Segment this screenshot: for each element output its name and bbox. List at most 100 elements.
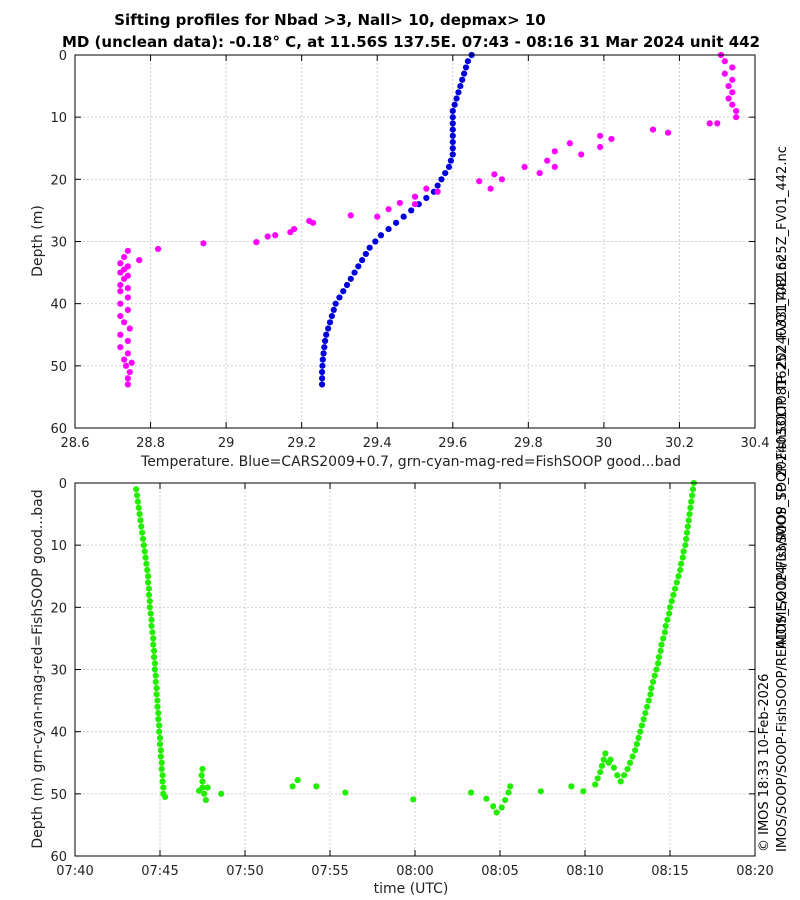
time-depth-green-point bbox=[198, 772, 205, 779]
temperature-magenta-point bbox=[122, 362, 130, 369]
temperature-blue-point bbox=[455, 89, 462, 96]
time-depth-green-point bbox=[621, 772, 628, 779]
temperature-blue-point bbox=[438, 176, 445, 183]
temperature-magenta-point bbox=[124, 306, 131, 313]
temperature-points bbox=[117, 51, 740, 388]
time-depth-green-point bbox=[156, 741, 164, 748]
temperature-magenta-point bbox=[706, 120, 713, 127]
temperature-blue-point bbox=[351, 269, 358, 276]
time-depth-green-point bbox=[154, 697, 161, 704]
temperature-y-tick-label: 20 bbox=[50, 173, 67, 188]
time-depth-green-point bbox=[313, 783, 320, 790]
temperature-blue-point bbox=[459, 76, 466, 83]
temperature-panel: 28.6 28.8 29 29.2 29.4 29.6 29.8 30 30.2 30.4 0 10… bbox=[30, 49, 769, 470]
temperature-magenta-point bbox=[124, 381, 131, 388]
temperature-blue-point bbox=[347, 275, 354, 282]
chart-title-line2: MD (unclean data): -0.18° C, at 11.56S 1… bbox=[62, 33, 760, 51]
time-depth-green-point bbox=[689, 492, 696, 499]
temperature-magenta-point bbox=[374, 213, 381, 220]
time-depth-green-point bbox=[666, 610, 673, 617]
time-depth-green-point bbox=[137, 517, 144, 524]
time-depth-green-point bbox=[597, 768, 604, 776]
temperature-magenta-point bbox=[117, 313, 124, 320]
temperature-magenta-point bbox=[124, 337, 131, 345]
time-depth-green-point bbox=[600, 756, 607, 763]
temperature-blue-point bbox=[442, 170, 449, 177]
temperature-magenta-point bbox=[729, 89, 736, 96]
temperature-series-magenta bbox=[117, 51, 740, 388]
time-depth-green-point bbox=[626, 759, 634, 766]
file-path-label: IMOS/SOOP/SOOP-FishSOOP/REALTIME/2024/03… bbox=[775, 146, 790, 852]
temperature-blue-point bbox=[453, 95, 460, 102]
temperature-x-tick-label: 30 bbox=[596, 436, 613, 451]
time-depth-green-point bbox=[148, 622, 155, 630]
time-depth-green-point bbox=[162, 793, 169, 801]
time-depth-x-ticks: 07:40 07:45 07:50 07:55 08:00 08:05 08:10 08:15… bbox=[56, 483, 774, 879]
time-depth-green-point bbox=[144, 566, 151, 574]
time-depth-green-point bbox=[410, 796, 417, 803]
temperature-blue-point bbox=[449, 107, 456, 115]
time-depth-series-green bbox=[133, 479, 697, 816]
time-depth-green-point bbox=[617, 778, 624, 785]
time-depth-green-point bbox=[655, 660, 662, 667]
temperature-blue-point bbox=[326, 319, 334, 326]
temperature-blue-point bbox=[464, 58, 471, 65]
temperature-magenta-point bbox=[423, 185, 430, 192]
time-depth-green-point bbox=[490, 803, 497, 810]
temperature-blue-point bbox=[343, 281, 351, 289]
time-depth-green-point bbox=[157, 747, 164, 754]
time-depth-green-point bbox=[684, 523, 691, 530]
temperature-magenta-point bbox=[121, 253, 128, 261]
file-name-label: IMOS_SOOP-FishSOOP_TP_20240331T081625Z_F… bbox=[775, 255, 790, 649]
temperature-blue-point bbox=[434, 182, 441, 189]
temperature-blue-point bbox=[445, 163, 453, 170]
time-depth-green-point bbox=[134, 498, 141, 505]
temperature-blue-point bbox=[332, 300, 339, 307]
temperature-magenta-point bbox=[551, 163, 558, 170]
time-depth-green-point bbox=[637, 728, 644, 735]
time-depth-green-point bbox=[150, 653, 158, 661]
temperature-magenta-point bbox=[396, 199, 403, 207]
time-depth-green-point bbox=[158, 759, 165, 766]
temperature-magenta-point bbox=[124, 294, 131, 301]
temperature-blue-point bbox=[449, 132, 456, 139]
time-depth-green-point bbox=[649, 678, 657, 686]
temperature-x-axis-label: Temperature. Blue=CARS2009+0.7, grn-cyan… bbox=[140, 454, 681, 470]
temperature-magenta-point bbox=[124, 285, 131, 292]
temperature-blue-point bbox=[400, 213, 407, 220]
temperature-magenta-point bbox=[411, 201, 419, 208]
temperature-blue-point bbox=[321, 344, 328, 351]
time-depth-green-point bbox=[159, 772, 166, 779]
time-depth-green-point bbox=[661, 629, 669, 636]
time-depth-green-point bbox=[643, 703, 651, 710]
temperature-y-tick-label: 30 bbox=[50, 236, 67, 251]
temperature-x-tick-label: 28.6 bbox=[61, 436, 90, 451]
time-depth-green-point bbox=[153, 691, 160, 698]
temperature-blue-point bbox=[449, 114, 456, 121]
temperature-magenta-point bbox=[729, 76, 736, 83]
temperature-magenta-point bbox=[124, 350, 131, 357]
time-depth-green-point bbox=[148, 616, 155, 623]
time-depth-green-point bbox=[145, 573, 152, 580]
time-depth-green-point bbox=[653, 666, 660, 673]
temperature-blue-point bbox=[319, 356, 326, 363]
temperature-grid bbox=[75, 55, 755, 428]
time-depth-x-tick-label: 07:40 bbox=[56, 864, 93, 879]
time-depth-green-point bbox=[152, 678, 159, 686]
temperature-magenta-point bbox=[521, 163, 528, 170]
time-depth-green-point bbox=[150, 635, 157, 642]
time-depth-green-point bbox=[655, 653, 663, 661]
time-depth-green-point bbox=[642, 709, 649, 717]
temperature-magenta-point bbox=[309, 219, 317, 226]
time-depth-green-point bbox=[149, 629, 156, 636]
temperature-blue-point bbox=[423, 194, 430, 202]
time-depth-green-point bbox=[201, 790, 208, 797]
temperature-blue-point bbox=[449, 151, 456, 158]
temperature-blue-point bbox=[318, 368, 326, 376]
time-depth-x-tick-label: 07:50 bbox=[226, 864, 263, 879]
temperature-x-tick-label: 29 bbox=[218, 436, 235, 451]
time-depth-x-tick-label: 07:55 bbox=[311, 864, 348, 879]
time-depth-green-point bbox=[150, 647, 158, 654]
time-depth-green-point bbox=[156, 722, 163, 729]
temperature-blue-point bbox=[449, 126, 456, 133]
